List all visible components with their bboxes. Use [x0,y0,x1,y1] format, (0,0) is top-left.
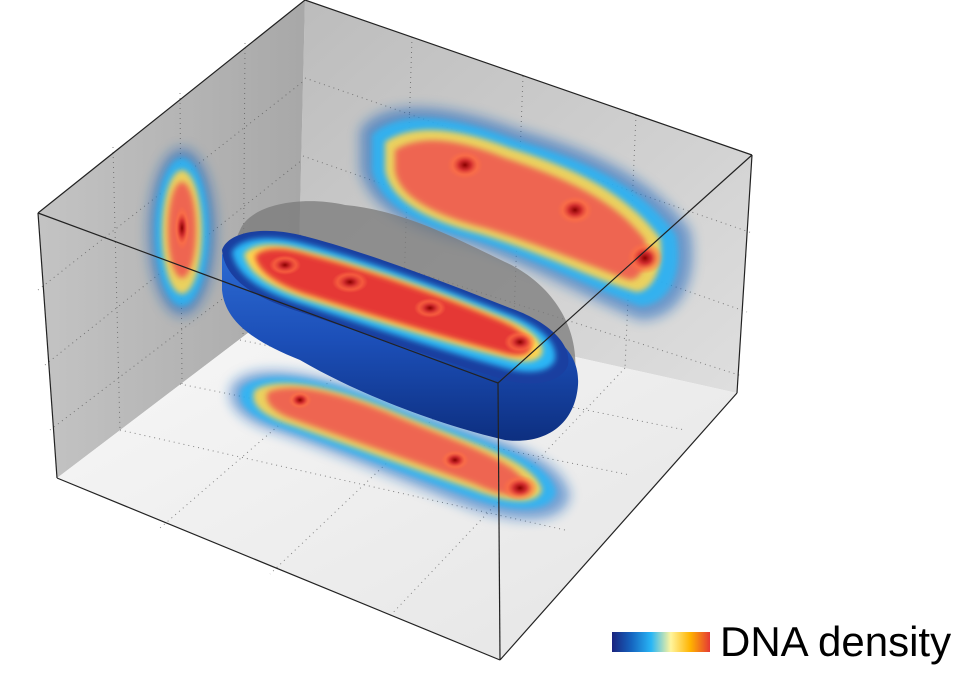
left-wall-projection [148,148,216,316]
legend-label: DNA density [720,618,952,665]
colorbar [612,632,710,652]
nucleoid-cross-section [222,230,569,384]
box-front-edges [37,0,753,661]
color-legend: DNA density [612,618,951,666]
back-wall-projection [360,107,693,320]
floor-projection [229,371,570,520]
